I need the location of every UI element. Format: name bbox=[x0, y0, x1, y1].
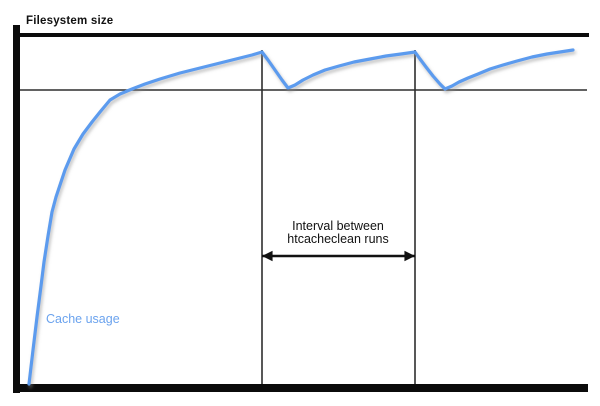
interval-label: Interval between htcacheclean runs bbox=[238, 220, 438, 246]
interval-label-line2: htcacheclean runs bbox=[287, 232, 389, 246]
x-axis bbox=[13, 384, 588, 392]
filesystem-size-label: Filesystem size bbox=[26, 15, 114, 27]
cache-usage-curve bbox=[27, 48, 575, 386]
y-axis bbox=[13, 25, 20, 393]
cache-usage-label: Cache usage bbox=[46, 312, 120, 326]
interval-label-line1: Interval between bbox=[292, 219, 384, 233]
